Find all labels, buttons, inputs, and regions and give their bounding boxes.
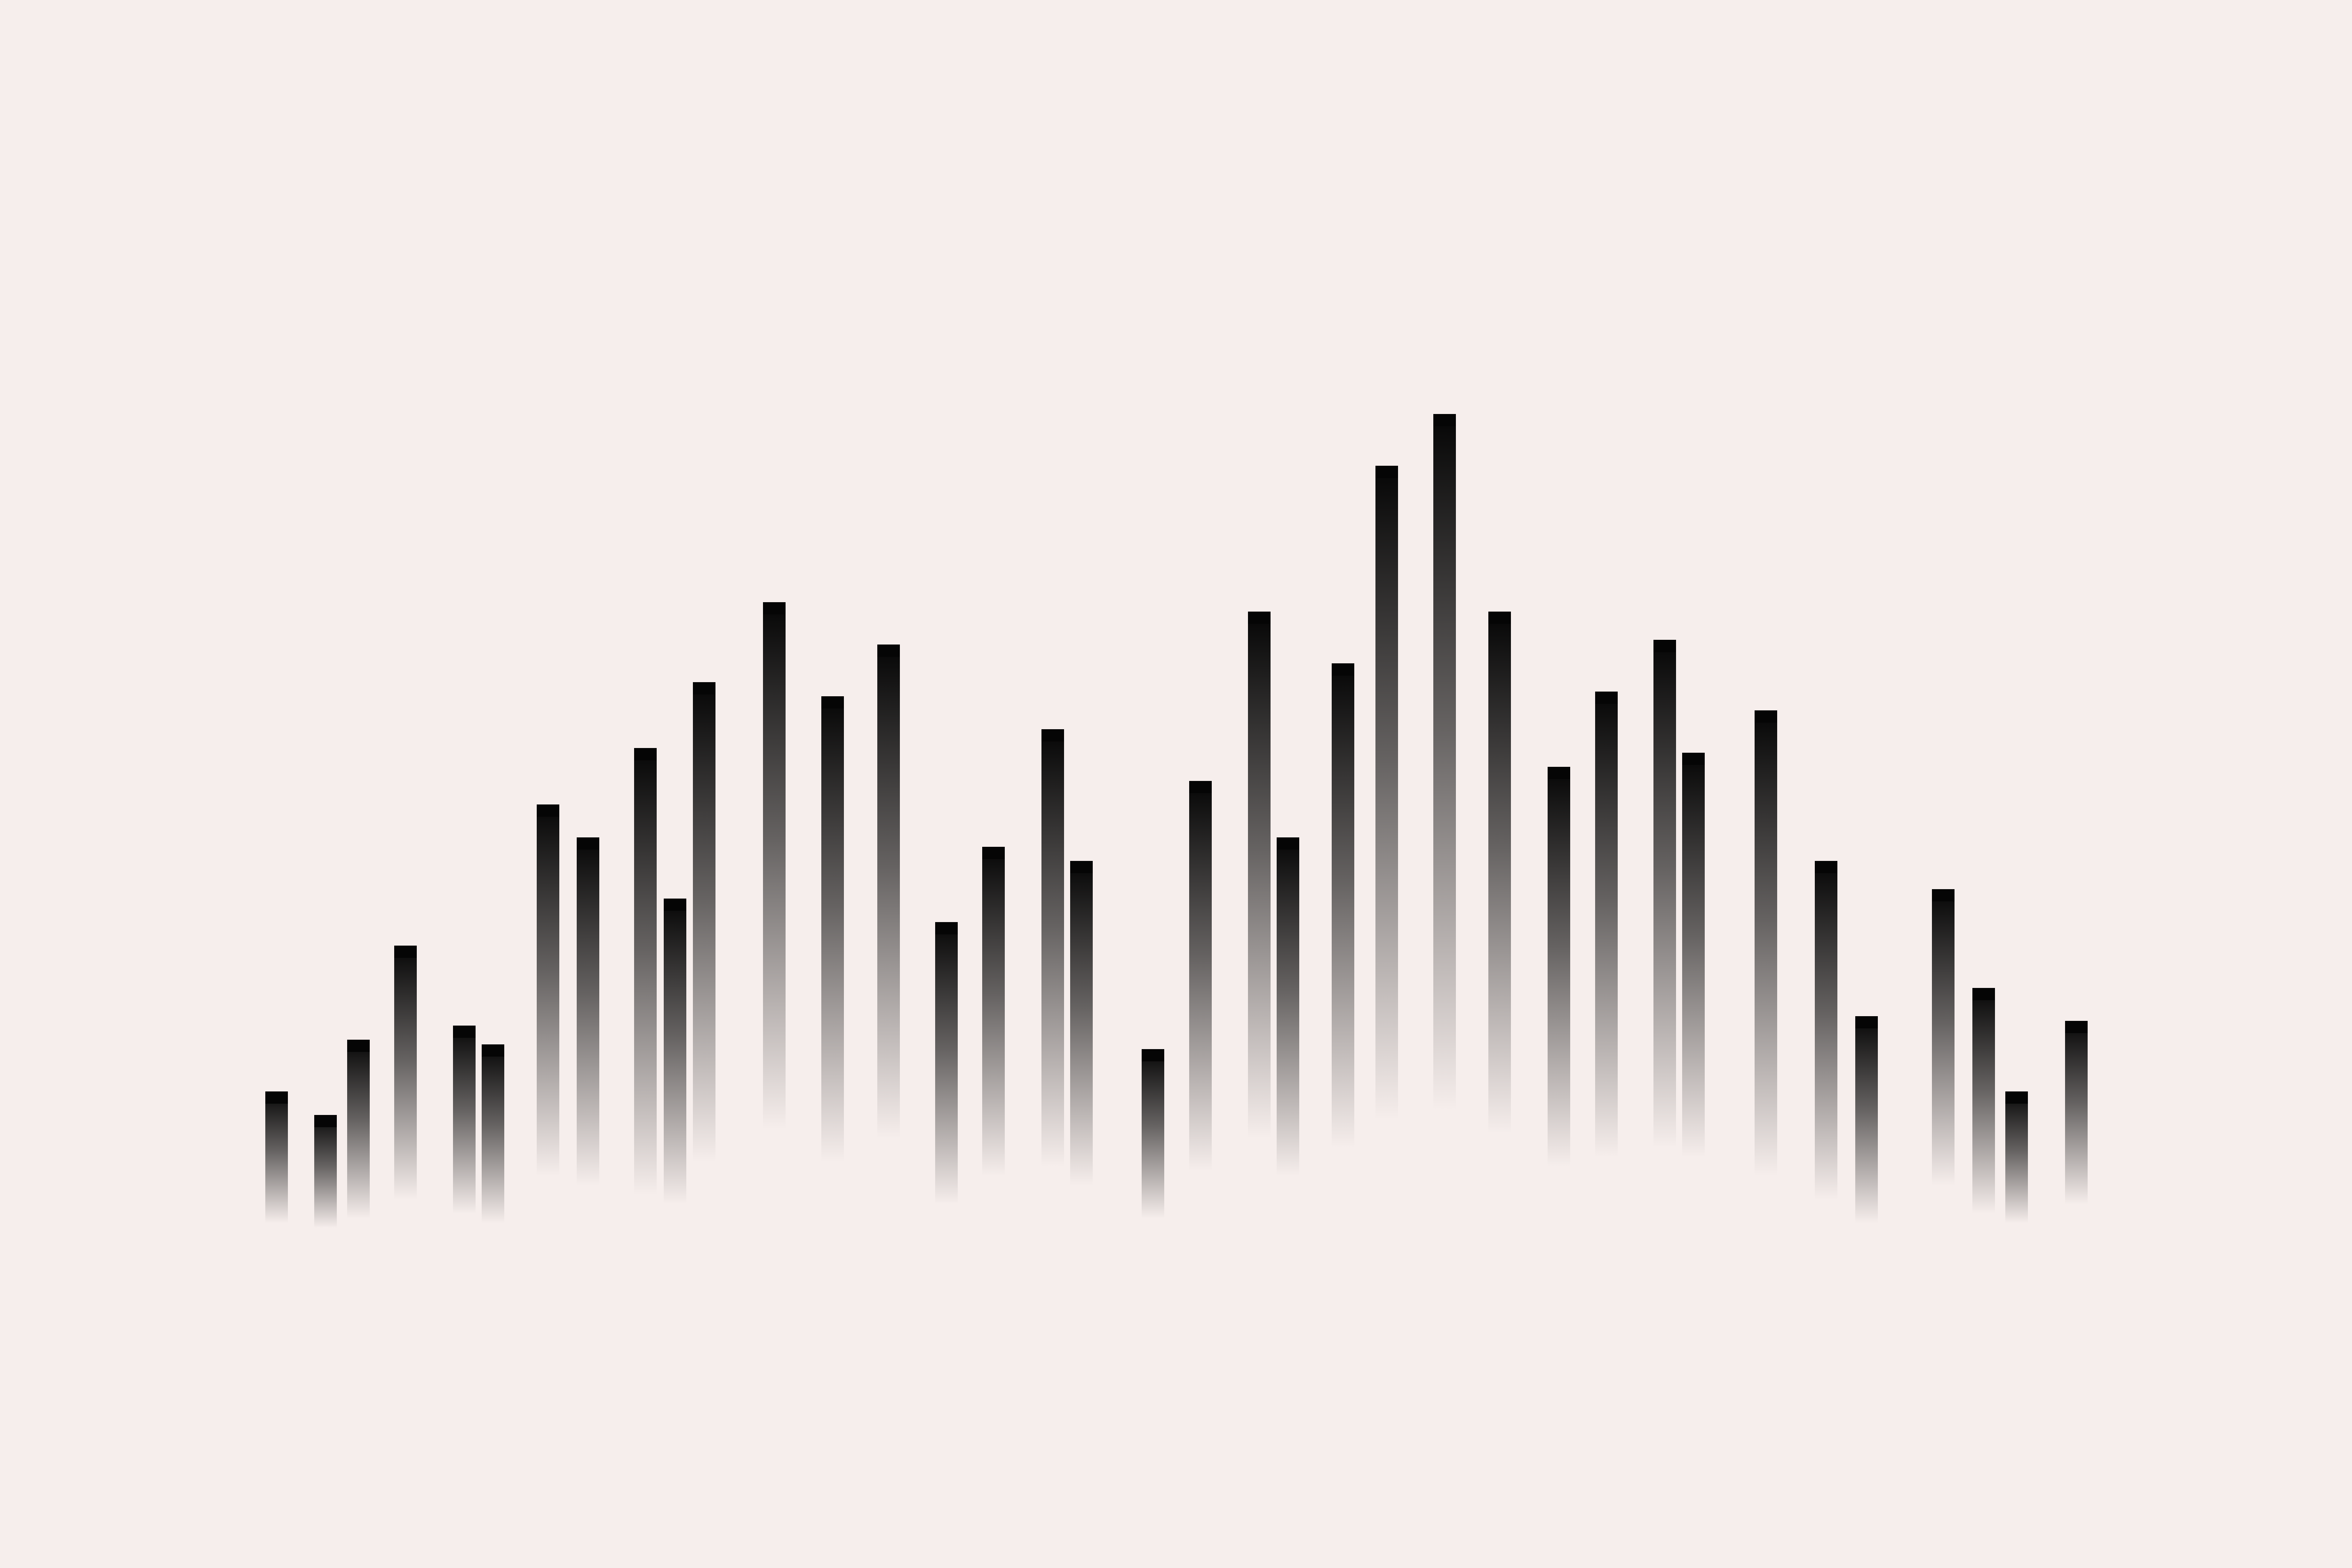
equalizer-bar bbox=[1682, 753, 1705, 1157]
equalizer-bars bbox=[265, 414, 2088, 1228]
equalizer-bar-cap bbox=[1142, 1049, 1164, 1061]
equalizer-bar bbox=[935, 922, 958, 1204]
equalizer-bar-cap bbox=[982, 847, 1005, 859]
equalizer-bar-cap bbox=[1041, 729, 1064, 741]
equalizer-bar bbox=[1142, 1049, 1164, 1218]
equalizer-bar bbox=[1815, 861, 1837, 1200]
equalizer-bar-cap bbox=[821, 696, 844, 708]
equalizer-bar-cap bbox=[1248, 612, 1271, 624]
equalizer-bar-cap bbox=[877, 645, 900, 657]
equalizer-bar-cap bbox=[1972, 988, 1995, 1000]
equalizer-bar bbox=[1070, 861, 1093, 1186]
equalizer-bar bbox=[394, 946, 417, 1200]
equalizer-bar-cap bbox=[1433, 414, 1456, 426]
equalizer-bar bbox=[634, 748, 657, 1195]
equalizer-bar-cap bbox=[1682, 753, 1705, 765]
equalizer-bar-cap bbox=[1277, 837, 1299, 850]
equalizer-bar-cap bbox=[453, 1026, 476, 1038]
equalizer-bar-cap bbox=[1189, 781, 1212, 793]
equalizer-bar bbox=[265, 1091, 288, 1223]
equalizer-bar bbox=[347, 1040, 370, 1218]
equalizer-bar-cap bbox=[1375, 466, 1398, 478]
equalizer-bar-cap bbox=[1932, 889, 1955, 901]
equalizer-bar bbox=[453, 1026, 476, 1214]
equalizer-bar-cap bbox=[1332, 663, 1354, 676]
equalizer-bar bbox=[537, 804, 559, 1176]
equalizer-bar-cap bbox=[2065, 1021, 2088, 1033]
equalizer-bar-cap bbox=[1755, 710, 1777, 723]
equalizer-bar-cap bbox=[577, 837, 599, 850]
equalizer-bar-cap bbox=[1548, 767, 1570, 779]
equalizer-bar bbox=[1375, 466, 1398, 1120]
equalizer-bar bbox=[1653, 640, 1676, 1148]
equalizer-bar-cap bbox=[394, 946, 417, 958]
equalizer-bar-cap bbox=[347, 1040, 370, 1052]
equalizer-bar-cap bbox=[482, 1044, 504, 1057]
equalizer-bar bbox=[821, 696, 844, 1162]
equalizer-bar bbox=[982, 847, 1005, 1176]
equalizer-bar bbox=[482, 1044, 504, 1223]
equalizer-bar-cap bbox=[763, 602, 786, 614]
equalizer-bar bbox=[693, 682, 715, 1162]
equalizer-bar-cap bbox=[935, 922, 958, 934]
equalizer-bar bbox=[1548, 767, 1570, 1167]
equalizer-bar bbox=[1755, 710, 1777, 1176]
equalizer-bar bbox=[2005, 1091, 2028, 1223]
equalizer-bar bbox=[2065, 1021, 2088, 1204]
equalizer-bar-cap bbox=[634, 748, 657, 760]
equalizer-bar bbox=[1595, 692, 1618, 1157]
equalizer-bar bbox=[314, 1115, 337, 1228]
equalizer-bar bbox=[1488, 612, 1511, 1134]
equalizer-bar-cap bbox=[1855, 1016, 1878, 1028]
equalizer-bar-cap bbox=[693, 682, 715, 694]
equalizer-bar bbox=[1248, 612, 1271, 1138]
equalizer-bar-cap bbox=[1070, 861, 1093, 873]
equalizer-bar-cap bbox=[1815, 861, 1837, 873]
equalizer-bar bbox=[1932, 889, 1955, 1186]
equalizer-bar bbox=[577, 837, 599, 1186]
equalizer-bar bbox=[664, 899, 686, 1204]
equalizer-bar-cap bbox=[664, 899, 686, 911]
equalizer-bar-cap bbox=[1488, 612, 1511, 624]
equalizer-bar bbox=[1332, 663, 1354, 1148]
equalizer-bar-cap bbox=[2005, 1091, 2028, 1104]
equalizer-bar bbox=[1277, 837, 1299, 1176]
equalizer-bar-cap bbox=[1595, 692, 1618, 704]
equalizer-bar-cap bbox=[265, 1091, 288, 1104]
equalizer-bar bbox=[1189, 781, 1212, 1171]
equalizer-bar bbox=[1041, 729, 1064, 1167]
equalizer-bar bbox=[1972, 988, 1995, 1214]
equalizer-bar bbox=[763, 602, 786, 1129]
equalizer-bar bbox=[1855, 1016, 1878, 1223]
equalizer-bar-cap bbox=[314, 1115, 337, 1127]
equalizer-bar bbox=[877, 645, 900, 1138]
equalizer-bar bbox=[1433, 414, 1456, 1110]
equalizer-bar-cap bbox=[537, 804, 559, 817]
equalizer-bar-cap bbox=[1653, 640, 1676, 652]
